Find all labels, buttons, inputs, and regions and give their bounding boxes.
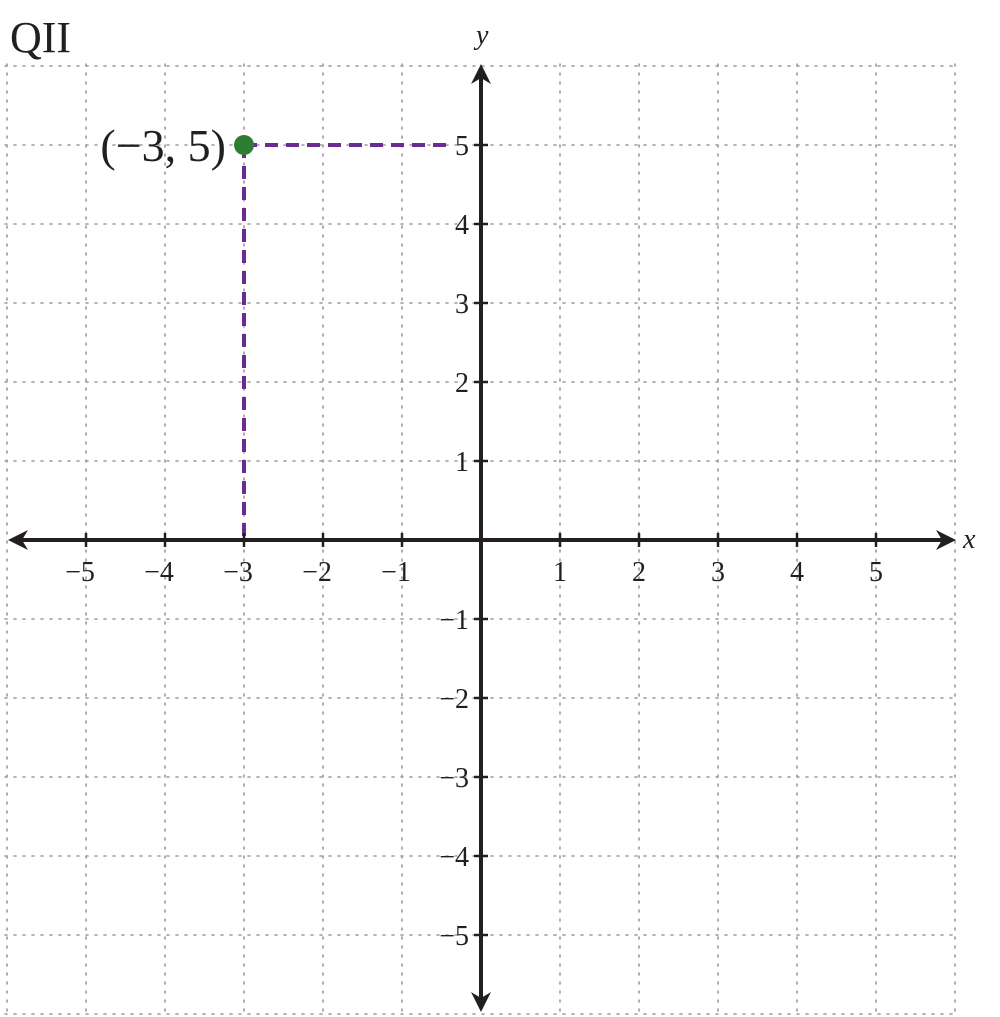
y-tick-label: 4 [455, 210, 469, 241]
y-tick-label: 3 [455, 289, 469, 320]
y-tick-label: 5 [455, 131, 469, 162]
x-tick-label: 1 [553, 557, 567, 588]
grid [4, 63, 958, 1015]
tick-labels: −5 −4 −3 −2 −1 1 2 3 4 5 5 4 3 2 1 −1 −2 −3 −4 −5 [65, 131, 883, 952]
y-tick-label: 1 [455, 447, 469, 478]
y-tick-label: −4 [439, 842, 469, 873]
y-tick-label: −1 [439, 605, 469, 636]
y-tick-label: −5 [439, 921, 469, 952]
x-axis-label: x [962, 524, 976, 555]
x-tick-label: −3 [223, 557, 253, 588]
x-tick-label: 5 [869, 557, 883, 588]
x-tick-label: −1 [381, 557, 411, 588]
x-tick-label: −2 [302, 557, 332, 588]
quadrant-title: QII [10, 13, 71, 62]
y-axis-label: y [473, 20, 489, 51]
x-tick-label: −5 [65, 557, 95, 588]
x-tick-label: 4 [790, 557, 804, 588]
y-tick-label: 2 [455, 368, 469, 399]
x-tick-label: 2 [632, 557, 646, 588]
x-tick-label: 3 [711, 557, 725, 588]
y-tick-label: −3 [439, 763, 469, 794]
guide-lines [242, 143, 446, 540]
x-tick-label: −4 [144, 557, 174, 588]
data-point [234, 135, 254, 155]
y-tick-label: −2 [439, 684, 469, 715]
point-label: (−3, 5) [100, 120, 226, 171]
points: (−3, 5) [100, 120, 254, 171]
